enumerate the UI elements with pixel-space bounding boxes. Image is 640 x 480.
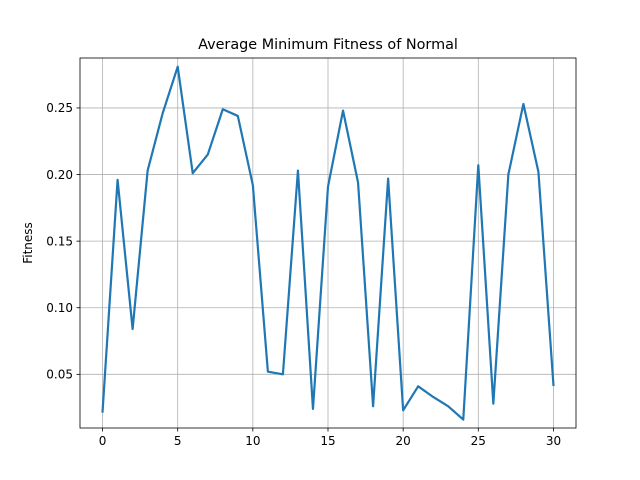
chart-title: Average Minimum Fitness of Normal <box>198 37 458 53</box>
y-tick-label: 0.25 <box>46 101 73 115</box>
tick-marks <box>76 107 554 432</box>
y-tick-label: 0.10 <box>46 301 73 315</box>
x-tick-label: 5 <box>174 434 182 448</box>
x-tick-label: 25 <box>471 434 486 448</box>
x-tick-label: 20 <box>396 434 411 448</box>
series-group <box>101 65 555 421</box>
y-tick-labels: 0.05 0.10 0.15 0.20 0.25 <box>46 101 73 381</box>
grid-lines <box>80 58 576 428</box>
y-tick-label: 0.05 <box>46 368 73 382</box>
series-line <box>101 65 555 421</box>
y-axis-label: Fitness <box>21 222 35 264</box>
y-tick-label: 0.15 <box>46 234 73 248</box>
x-tick-label: 30 <box>546 434 561 448</box>
x-tick-label: 10 <box>245 434 260 448</box>
x-tick-label: 0 <box>99 434 107 448</box>
x-tick-label: 15 <box>320 434 335 448</box>
x-tick-labels: 0 5 10 15 20 25 30 <box>99 434 561 448</box>
y-tick-label: 0.20 <box>46 168 73 182</box>
